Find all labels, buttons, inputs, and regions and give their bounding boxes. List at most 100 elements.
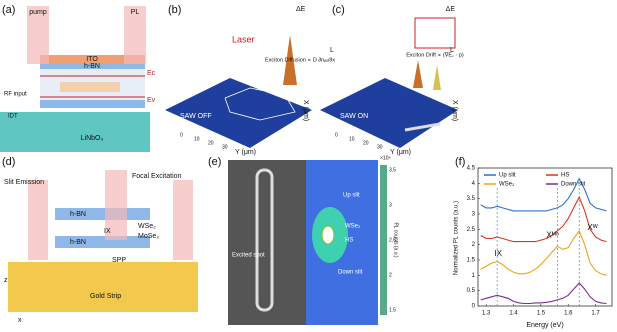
series-line [480, 229, 607, 276]
peak [433, 65, 441, 90]
y-tick-label: 1 [472, 273, 476, 279]
text: ΔE [296, 6, 306, 13]
text: IDT [8, 114, 18, 120]
y-tick-label: 1.5 [467, 258, 476, 264]
slit-beam [28, 180, 48, 260]
x-tick-label: 1.3 [482, 311, 491, 317]
tick-label: 30 [377, 144, 383, 150]
text: Exciton Drift ∝ (∇E꜀ · p) [406, 51, 464, 58]
outline [224, 87, 296, 121]
text: Gold Strip [90, 293, 121, 300]
panel-e: (e) Excited spot Up slit WSe₂ HS Down sl… [208, 155, 399, 325]
y-axis-label: Normalized PL counts (a.u.) [454, 201, 460, 275]
text: z [4, 277, 8, 284]
panel-f: (f) Energy (eV) Normalized PL counts (a.… [454, 156, 613, 329]
text: PL [131, 9, 140, 16]
text: Up slit [343, 193, 360, 199]
legend-label: HS [561, 173, 569, 179]
peak [413, 60, 423, 88]
surface [320, 78, 458, 148]
text: SPP [112, 257, 126, 264]
pump-beam [27, 6, 49, 64]
tick-label: 30 [222, 144, 228, 150]
tick-label: 10 [349, 136, 355, 142]
legend-label: WSe₂ [499, 182, 515, 188]
exciton-band [60, 82, 120, 92]
x-tick-label: 1.7 [591, 311, 600, 317]
text: ×10⁴ [380, 155, 391, 161]
strip [255, 168, 274, 312]
x-axis-label: Energy (eV) [526, 322, 563, 329]
text: h-BN [84, 63, 100, 70]
text: X (μm) [451, 100, 458, 121]
text: pump [29, 9, 47, 16]
panel-label: (b) [168, 4, 181, 16]
panel-b: (b) ΔE Laser Exciton Diffusion ∝ D ∂nₑₓ/… [165, 4, 335, 156]
text: ITO [86, 56, 98, 63]
text: Slit Emission [4, 179, 44, 186]
text: SAW ON [340, 113, 368, 120]
text: IX [104, 228, 111, 235]
inset [414, 17, 456, 49]
surface [165, 78, 312, 148]
y-tick-label: 0 [472, 304, 476, 310]
focal-beam [105, 170, 127, 240]
legend-label: Up slit [499, 173, 516, 179]
peak [283, 35, 297, 85]
y-tick-label: 4 [472, 181, 476, 187]
text: ΔE [446, 6, 456, 13]
text: PL counts (a.u.) [393, 222, 399, 257]
colorbar-tick: 3.5 [389, 167, 396, 173]
text: h-BN [70, 211, 86, 218]
text: Exciton Diffusion ∝ D ∂nₑₓ/∂x [265, 57, 335, 63]
tick-label: 20 [208, 140, 214, 146]
hbn-layer [40, 63, 145, 69]
panel-label: (c) [332, 4, 345, 16]
y-tick-label: 3.5 [467, 196, 476, 202]
annotation: IX [494, 249, 502, 258]
colorbar [380, 165, 387, 315]
text: Ec [147, 70, 156, 77]
pl-spot [321, 225, 335, 245]
panel-label: (d) [2, 156, 15, 168]
y-tick-label: 2.5 [467, 227, 476, 233]
y-tick-label: 2 [472, 242, 476, 248]
annotation: Xᵂ [587, 223, 597, 232]
text: LiNbO₃ [81, 135, 104, 142]
series-line [480, 177, 607, 212]
text: X (μm) [302, 100, 309, 121]
colorbar-tick: 3 [389, 202, 392, 208]
optical-image [228, 160, 306, 325]
pl-beam [124, 6, 146, 64]
tick-label: 0 [335, 132, 338, 138]
arrow [404, 122, 441, 132]
text: RF input [4, 92, 27, 98]
text: L [450, 47, 454, 54]
text: WSe₂ [138, 223, 156, 230]
text: Y (μm) [235, 149, 256, 156]
text: Y (μm) [390, 149, 411, 156]
panel-a: (a) pump PL ITO h-BN Ec Ev RF input IDT … [0, 4, 156, 152]
tick-label: 20 [363, 140, 369, 146]
annotation: Xᴹᵒ [546, 231, 558, 240]
text: Down slit [338, 270, 363, 276]
text: WSe₂ [345, 224, 361, 230]
x-tick-label: 1.5 [537, 311, 546, 317]
text: x [18, 317, 22, 324]
text: Excited spot [232, 253, 265, 259]
slit-beam [173, 180, 193, 260]
ito-layer [40, 55, 145, 63]
text: Laser [232, 34, 255, 44]
text: L [330, 47, 334, 54]
x-tick-label: 1.6 [564, 311, 573, 317]
substrate [0, 112, 150, 152]
panel-label: (e) [208, 156, 221, 168]
text: MoSe₂ [138, 233, 159, 240]
colorbar-tick: 1.5 [389, 307, 396, 313]
legend-label: Down slit [561, 182, 586, 188]
text: SAW OFF [180, 113, 212, 120]
text: Focal Excitation [132, 173, 182, 180]
hbn-layer [40, 100, 145, 108]
colorbar-tick: 2.5 [389, 237, 396, 243]
